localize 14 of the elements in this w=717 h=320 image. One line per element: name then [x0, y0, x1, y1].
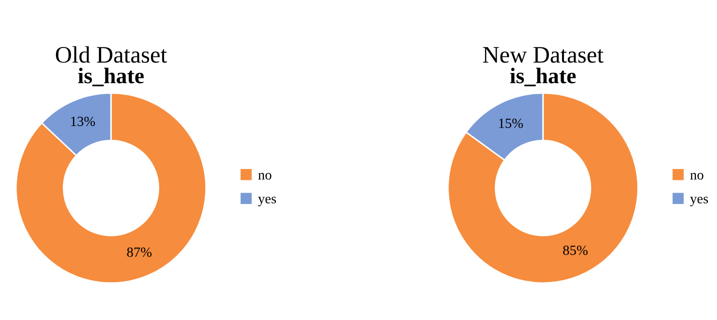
chart-title: Old Dataset [56, 46, 167, 63]
legend-label: yes [690, 196, 708, 206]
donut-slice [15, 92, 207, 284]
data-label: 87% [127, 247, 152, 257]
chart-title: New Dataset [483, 47, 604, 63]
chart-subtitle: is_hate [78, 68, 144, 86]
legend-label: no [690, 172, 704, 180]
data-label: 85% [563, 246, 588, 256]
legend-label: no [258, 172, 272, 180]
data-label: 13% [71, 116, 95, 126]
donut-slice [447, 92, 639, 284]
chart-subtitle: is_hate [510, 68, 576, 86]
data-label: 15% [499, 118, 523, 128]
legend-label: yes [258, 196, 276, 206]
